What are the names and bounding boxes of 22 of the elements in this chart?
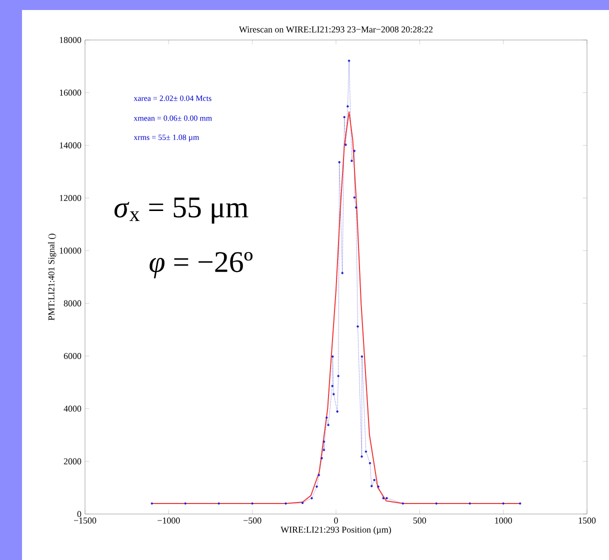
x-axis-title: WIRE:LI21:293 Position (µm) (280, 526, 391, 535)
y-tick-label: 18000 (60, 36, 82, 44)
annotation: σ$_{x}$ = 55 μm (114, 198, 248, 224)
y-tick-label: 16000 (60, 90, 82, 96)
y-tick-label: 12000 (60, 194, 82, 202)
x-tick-label: 1000 (495, 518, 512, 524)
y-tick-label: 14000 (60, 142, 82, 148)
x-tick-label: 500 (413, 518, 426, 524)
y-axis-title: PMT:LI21:401 Signal () (48, 234, 56, 320)
chart-title: Wirescan on WIRE:LI21:293 23−Mar−2008 20:28:22 (239, 26, 433, 33)
annotation: φ = −26º (150, 252, 253, 278)
y-tick-label: 0 (77, 510, 82, 518)
x-tick-label: −1000 (158, 518, 180, 524)
y-tick-label: 4000 (64, 406, 82, 412)
x-tick-label: 0 (334, 518, 338, 524)
x-tick-label: −1500 (74, 518, 96, 524)
y-tick-label: 10000 (60, 248, 82, 254)
x-tick-label: 1500 (578, 518, 596, 524)
y-tick-label: 6000 (64, 352, 82, 360)
y-tick-label: 8000 (64, 300, 82, 306)
y-tick-label: 2000 (64, 458, 82, 464)
x-tick-label: −500 (244, 518, 262, 524)
